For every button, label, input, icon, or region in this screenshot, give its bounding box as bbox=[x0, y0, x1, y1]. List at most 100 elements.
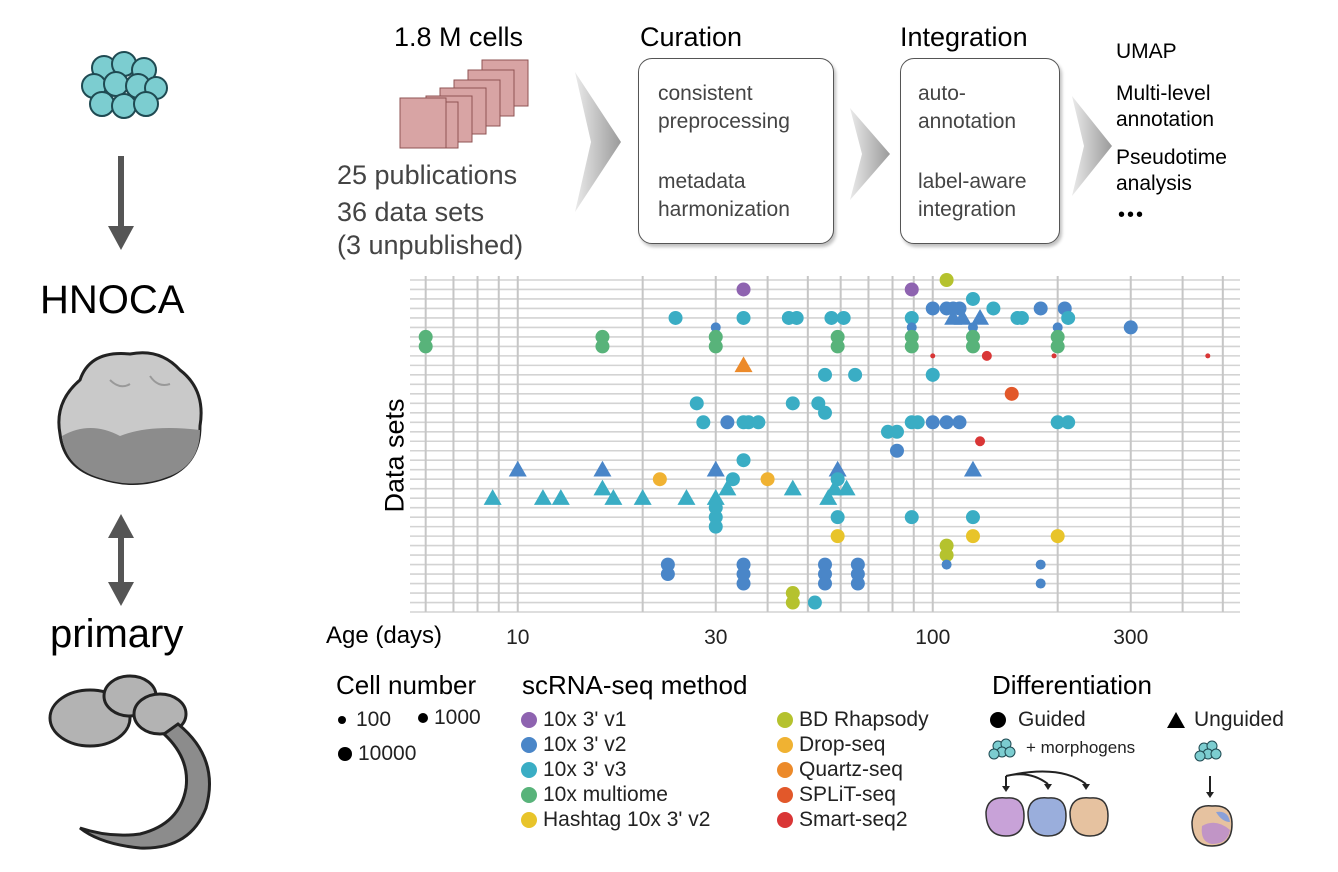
data-point bbox=[939, 415, 954, 430]
data-point bbox=[660, 567, 675, 582]
data-point bbox=[925, 367, 940, 382]
data-point-triangle bbox=[533, 489, 552, 505]
data-point bbox=[818, 576, 832, 591]
method-color-dot bbox=[777, 762, 793, 778]
data-point bbox=[736, 576, 751, 591]
flow-arrow-1 bbox=[575, 72, 621, 212]
cells-count-label: 1.8 M cells bbox=[394, 22, 524, 52]
datasets-label: 36 data sets bbox=[337, 197, 485, 227]
x-tick-label: 10 bbox=[506, 626, 529, 649]
method-legend-item: 10x 3' v1 bbox=[521, 708, 626, 732]
double-arrow-icon bbox=[108, 514, 134, 606]
output-pseudotime-2: analysis bbox=[1116, 172, 1192, 195]
size-10000-label: 10000 bbox=[358, 742, 417, 765]
data-point bbox=[736, 282, 751, 297]
data-point bbox=[939, 548, 954, 563]
method-legend-item: Quartz-seq bbox=[777, 758, 903, 782]
method-legend-label: 10x 3' v1 bbox=[543, 708, 627, 731]
data-point bbox=[824, 310, 839, 325]
data-point-triangle bbox=[963, 460, 982, 477]
method-legend-label: Smart-seq2 bbox=[799, 808, 908, 831]
size-100-item: 100 bbox=[338, 708, 391, 732]
unguided-label: Unguided bbox=[1194, 708, 1284, 731]
data-point bbox=[904, 339, 919, 354]
data-point bbox=[725, 472, 740, 487]
size-1000-dot bbox=[418, 713, 428, 723]
unpublished-label: (3 unpublished) bbox=[337, 230, 524, 260]
hnoca-label: HNOCA bbox=[40, 278, 185, 322]
data-point bbox=[1035, 578, 1046, 589]
integration-title: Integration bbox=[900, 22, 1028, 52]
data-point bbox=[967, 322, 978, 333]
method-legend-item: 10x 3' v3 bbox=[521, 758, 626, 782]
down-arrow-icon bbox=[108, 156, 134, 250]
data-point bbox=[975, 436, 986, 447]
unguided-item: Unguided bbox=[1166, 708, 1284, 732]
data-point-triangle bbox=[953, 308, 972, 325]
data-point bbox=[818, 405, 832, 420]
flow-arrow-3 bbox=[1072, 96, 1112, 196]
data-point bbox=[736, 453, 751, 468]
data-point bbox=[785, 595, 800, 610]
data-point bbox=[818, 367, 832, 382]
data-point bbox=[904, 282, 919, 297]
data-point bbox=[418, 339, 433, 354]
data-point bbox=[830, 339, 845, 354]
x-tick-label: 100 bbox=[915, 626, 950, 649]
guided-diagram-icon bbox=[985, 738, 1109, 837]
data-point-triangle bbox=[593, 479, 612, 496]
data-point bbox=[1033, 301, 1048, 316]
curation-item-1a: consistent bbox=[658, 82, 753, 105]
method-color-dot bbox=[777, 812, 793, 828]
data-point bbox=[830, 510, 845, 525]
data-point-triangle bbox=[633, 489, 652, 505]
data-point bbox=[1051, 353, 1057, 359]
data-point bbox=[830, 529, 845, 544]
method-legend-label: 10x multiome bbox=[543, 783, 668, 806]
output-multilevel-1: Multi-level bbox=[1116, 82, 1211, 105]
data-point bbox=[1014, 310, 1029, 325]
guided-circle-icon bbox=[990, 712, 1006, 728]
data-point-triangle bbox=[971, 308, 990, 325]
organoid-cluster-icon bbox=[81, 51, 168, 119]
guided-label: Guided bbox=[1018, 708, 1086, 731]
data-point bbox=[906, 322, 917, 333]
method-legend-label: BD Rhapsody bbox=[799, 708, 929, 731]
curation-item-1b: preprocessing bbox=[658, 110, 790, 133]
data-point bbox=[807, 595, 822, 610]
data-point-triangle bbox=[783, 479, 802, 496]
data-point bbox=[1050, 529, 1065, 544]
data-point-triangle bbox=[706, 460, 725, 477]
data-point bbox=[889, 443, 904, 458]
data-point bbox=[736, 310, 751, 325]
data-point bbox=[930, 353, 936, 359]
size-1000-item: 1000 bbox=[418, 706, 481, 730]
unguided-triangle-icon bbox=[1167, 712, 1185, 728]
method-legend-label: 10x 3' v3 bbox=[543, 758, 627, 781]
method-legend-label: 10x 3' v2 bbox=[543, 733, 627, 756]
embryo-brain-icon bbox=[48, 674, 211, 850]
method-legend-item: 10x 3' v2 bbox=[521, 733, 626, 757]
data-point bbox=[981, 350, 992, 361]
data-point bbox=[720, 415, 735, 430]
data-point bbox=[1061, 310, 1076, 325]
data-point-triangle bbox=[677, 489, 696, 505]
x-tick-label: 300 bbox=[1113, 626, 1148, 649]
method-legend-label: SPLiT-seq bbox=[799, 783, 896, 806]
size-10000-item: 10000 bbox=[338, 742, 416, 766]
data-point bbox=[889, 424, 904, 439]
data-point bbox=[939, 273, 954, 287]
method-color-dot bbox=[521, 762, 537, 778]
data-point-triangle bbox=[734, 356, 753, 373]
data-point-triangle bbox=[837, 479, 856, 496]
method-legend-item: Smart-seq2 bbox=[777, 808, 908, 832]
size-100-dot bbox=[338, 716, 346, 724]
flow-arrow-2 bbox=[850, 108, 890, 200]
curation-box bbox=[638, 58, 834, 244]
hnoca-organoid-icon bbox=[57, 351, 203, 486]
data-point bbox=[751, 415, 766, 430]
data-point bbox=[1052, 322, 1063, 333]
output-multilevel-2: annotation bbox=[1116, 108, 1215, 131]
integration-item-1b: annotation bbox=[918, 110, 1017, 133]
